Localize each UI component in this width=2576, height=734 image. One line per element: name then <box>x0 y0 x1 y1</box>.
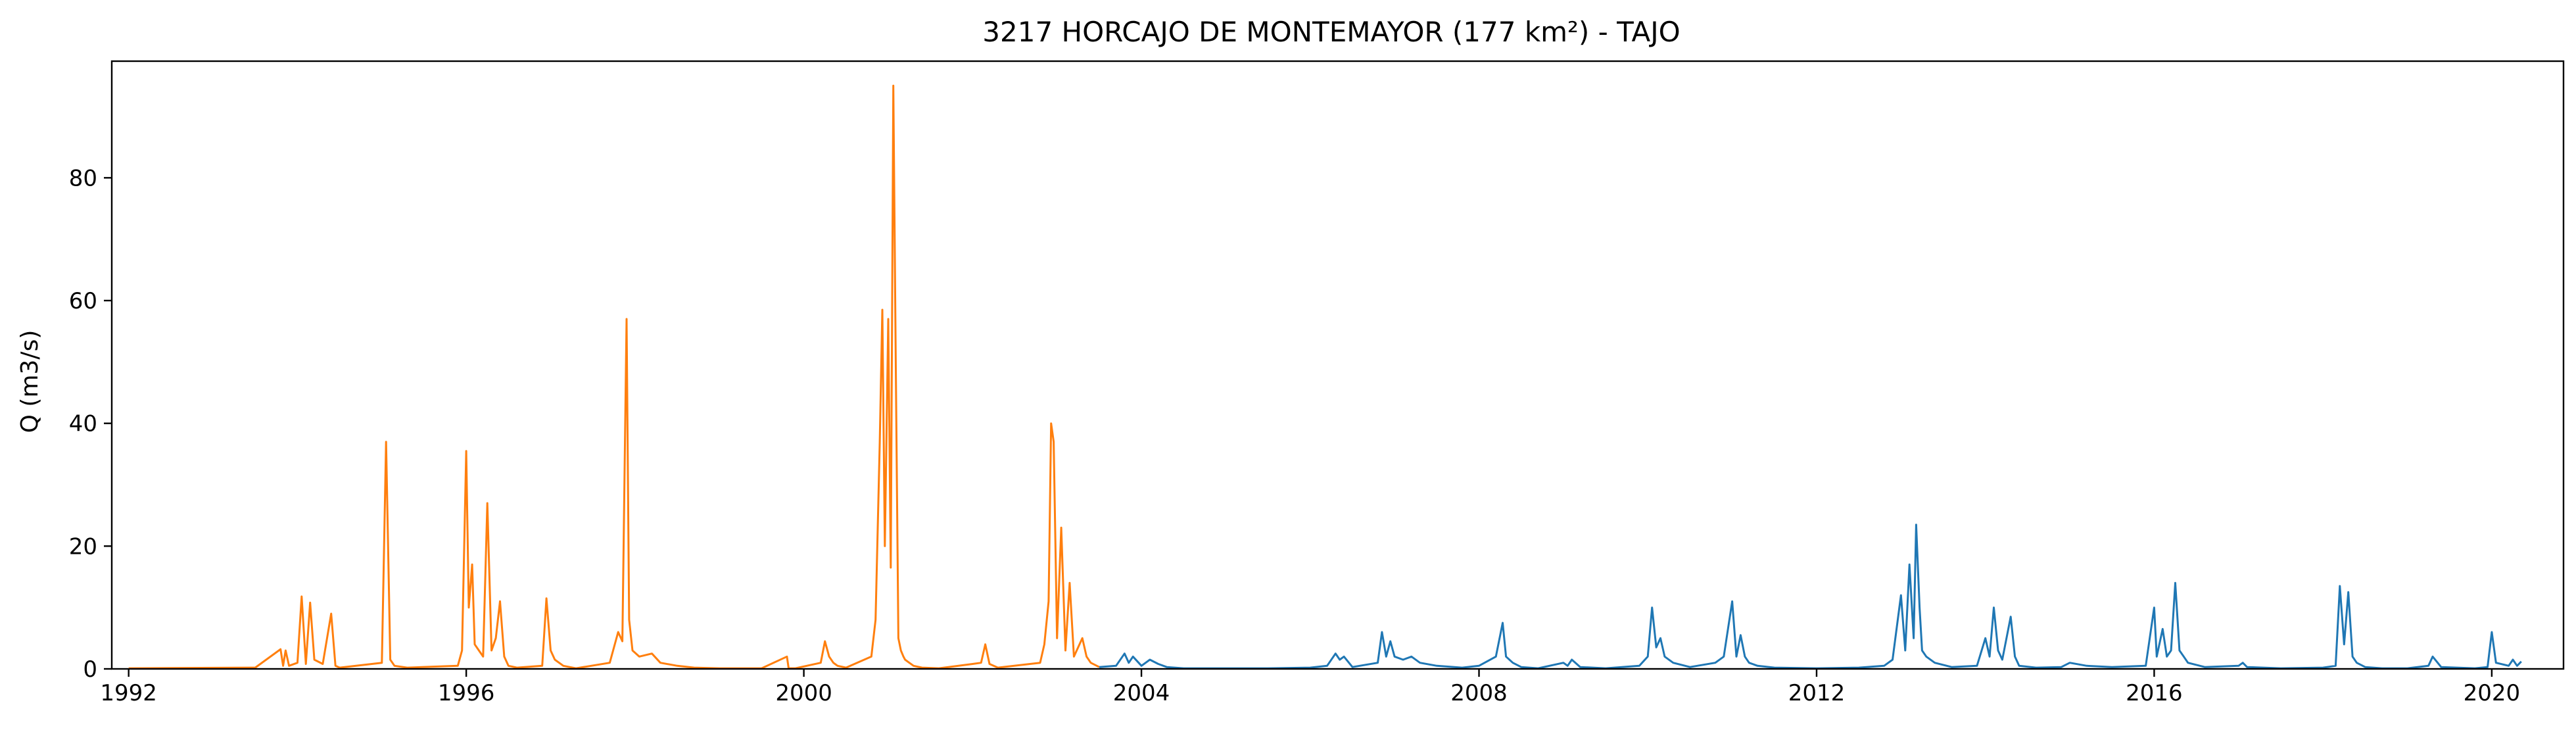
x-tick-label: 2008 <box>1450 680 1508 706</box>
y-tick-label: 40 <box>69 411 97 437</box>
x-tick-label: 2004 <box>1113 680 1170 706</box>
y-tick-label: 60 <box>69 288 97 314</box>
series-line-2 <box>1099 524 2522 670</box>
axes-group: 1992 1996 2000 2004 2008 2012 2016 2020 0 20 40 60 8… <box>69 165 2520 706</box>
x-tick-label: 2000 <box>775 680 832 706</box>
plot-frame <box>110 60 2565 670</box>
x-tick-label: 2016 <box>2126 680 2183 706</box>
x-tick-label: 2020 <box>2464 680 2521 706</box>
y-tick-label: 80 <box>69 165 97 191</box>
x-tick-label: 2012 <box>1788 680 1846 706</box>
y-tick-label: 0 <box>83 656 97 683</box>
chart-title: 3217 HORCAJO DE MONTEMAYOR (177 km²) - T… <box>982 16 1680 48</box>
y-tick-label: 20 <box>69 533 97 560</box>
y-axis-label: Q (m3/s) <box>16 330 43 433</box>
x-tick-label: 1992 <box>100 680 157 706</box>
x-tick-label: 1996 <box>438 680 495 706</box>
series-line-1 <box>128 84 1100 670</box>
series-group <box>128 84 2522 670</box>
